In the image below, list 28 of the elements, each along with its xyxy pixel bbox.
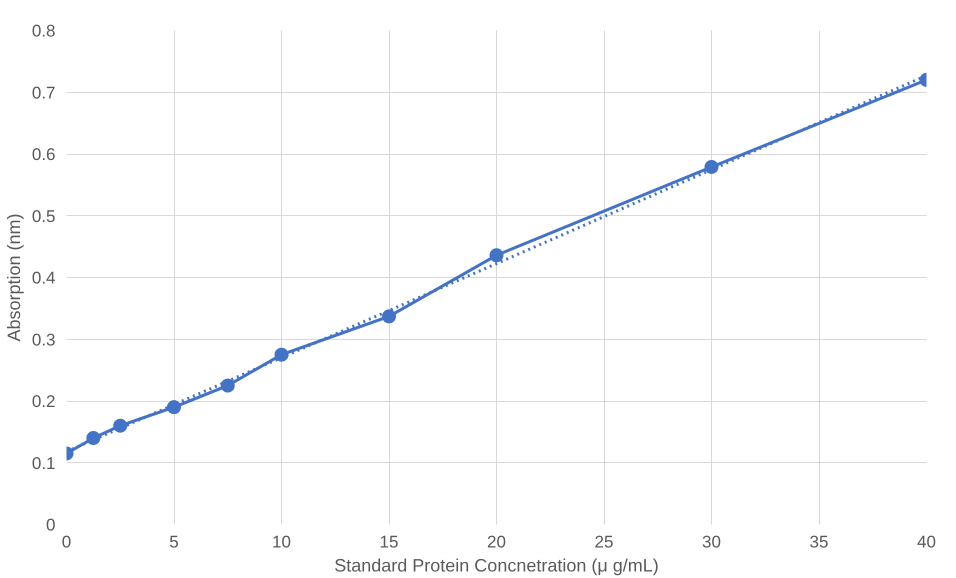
x-tick-label: 20	[487, 532, 506, 552]
y-tick-label: 0.2	[32, 392, 56, 411]
point	[704, 160, 718, 174]
point	[274, 348, 288, 362]
y-tick-label: 0	[46, 516, 56, 534]
x-tick-label: 10	[272, 532, 291, 552]
x-tick-label: 25	[594, 532, 614, 552]
point	[86, 431, 100, 446]
x-tick-label: 30	[702, 532, 721, 552]
y-tick-label: 0.1	[32, 454, 56, 473]
y-tick-label: 0.7	[32, 83, 56, 102]
point	[220, 378, 235, 393]
x-tick-label: 35	[810, 532, 828, 552]
point	[113, 418, 128, 433]
y-tick-label: 0.8	[32, 22, 56, 40]
x-tick-label: 15	[380, 532, 398, 552]
x-tick-label: 5	[169, 532, 179, 552]
point	[167, 400, 181, 414]
y-tick-label: 0.6	[32, 145, 56, 164]
x-tick-label: 40	[917, 532, 936, 552]
point	[382, 309, 396, 324]
y-tick-label: 0.5	[32, 206, 56, 226]
y-axis-title: Absorption (nm)	[4, 213, 24, 342]
y-tick-label: 0.3	[32, 330, 56, 350]
point	[490, 248, 504, 262]
x-axis-title: Standard Protein Concnetration (μ g/mL)	[334, 556, 659, 576]
y-tick-label: 0.4	[32, 268, 56, 288]
x-tick-label: 0	[62, 532, 72, 552]
